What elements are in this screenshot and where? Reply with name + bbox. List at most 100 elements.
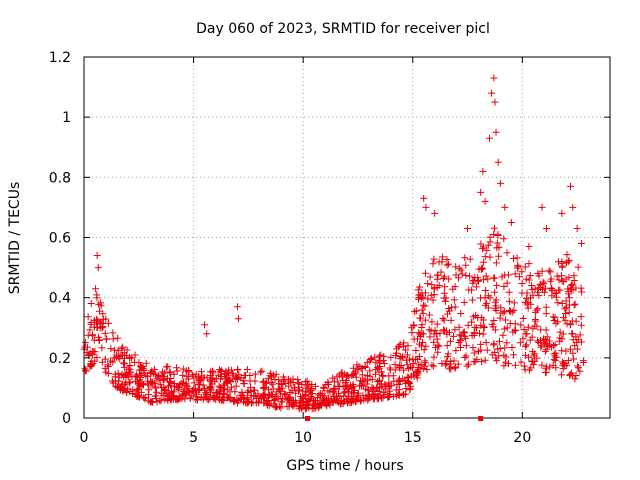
- data-point: [451, 303, 459, 311]
- data-point: [104, 361, 112, 369]
- data-point: [216, 375, 224, 383]
- data-point: [551, 352, 559, 360]
- data-point: [215, 382, 223, 390]
- data-point: [114, 369, 122, 377]
- data-point: [231, 396, 239, 404]
- data-point: [400, 366, 408, 374]
- data-point: [226, 395, 234, 403]
- data-point: [434, 348, 442, 356]
- data-point: [203, 390, 211, 398]
- data-point: [564, 285, 572, 293]
- data-point: [369, 384, 377, 392]
- data-point: [562, 259, 570, 267]
- data-point: [414, 370, 422, 378]
- data-point: [419, 293, 427, 301]
- data-point: [421, 289, 429, 297]
- data-point: [221, 380, 229, 388]
- data-point: [462, 352, 470, 360]
- data-point: [254, 390, 262, 398]
- data-point: [478, 358, 486, 366]
- data-point: [493, 244, 501, 252]
- data-point: [179, 393, 187, 401]
- data-point: [524, 323, 532, 331]
- data-point: [426, 273, 434, 281]
- data-point: [286, 377, 294, 385]
- data-point: [114, 377, 122, 385]
- data-point: [231, 375, 239, 383]
- data-point: [548, 343, 556, 351]
- data-point: [421, 316, 429, 324]
- data-point: [408, 364, 416, 372]
- data-point: [480, 324, 488, 332]
- data-point: [477, 188, 485, 196]
- data-point: [538, 361, 546, 369]
- data-point: [538, 267, 546, 275]
- data-point: [402, 380, 410, 388]
- data-point: [98, 322, 106, 330]
- data-point: [412, 346, 420, 354]
- data-point: [543, 333, 551, 341]
- data-point: [298, 380, 306, 388]
- data-point: [350, 370, 358, 378]
- data-point: [525, 353, 533, 361]
- data-point: [349, 388, 357, 396]
- baseline-marker: [478, 416, 484, 421]
- data-point: [484, 304, 492, 312]
- data-point: [554, 299, 562, 307]
- data-point: [201, 384, 209, 392]
- data-point: [246, 377, 254, 385]
- data-point: [224, 379, 232, 387]
- data-point: [83, 343, 91, 351]
- data-point: [572, 317, 580, 325]
- data-point: [384, 393, 392, 401]
- data-point: [262, 379, 270, 387]
- data-point: [462, 261, 470, 269]
- data-point: [503, 324, 511, 332]
- data-point: [567, 281, 575, 289]
- data-point: [496, 179, 504, 187]
- data-point: [576, 367, 584, 375]
- data-point: [118, 351, 126, 359]
- data-point: [229, 371, 237, 379]
- data-point: [140, 369, 148, 377]
- data-point: [218, 367, 226, 375]
- data-point: [510, 254, 518, 262]
- data-point: [433, 335, 441, 343]
- data-point: [421, 362, 429, 370]
- data-point: [277, 404, 285, 412]
- data-point: [577, 313, 585, 321]
- data-point: [173, 367, 181, 375]
- data-point: [275, 380, 283, 388]
- data-point: [379, 372, 387, 380]
- x-tick-label: 15: [404, 430, 422, 446]
- data-point: [491, 326, 499, 334]
- data-point: [92, 285, 100, 293]
- x-tick-label: 5: [189, 430, 198, 446]
- data-point: [494, 232, 502, 240]
- data-point: [530, 352, 538, 360]
- data-point: [454, 274, 462, 282]
- data-point: [234, 365, 242, 373]
- data-point: [551, 341, 559, 349]
- data-point: [483, 299, 491, 307]
- data-point: [371, 353, 379, 361]
- data-point: [240, 395, 248, 403]
- data-point: [341, 388, 349, 396]
- data-point: [403, 373, 411, 381]
- data-point: [558, 259, 566, 267]
- data-point: [538, 203, 546, 211]
- data-point: [455, 323, 463, 331]
- data-point: [497, 304, 505, 312]
- data-point: [518, 280, 526, 288]
- data-point: [358, 371, 366, 379]
- data-point: [455, 338, 463, 346]
- data-point: [160, 375, 168, 383]
- data-point: [522, 342, 530, 350]
- data-point: [303, 400, 311, 408]
- data-point: [501, 344, 509, 352]
- data-point: [505, 297, 513, 305]
- data-point: [410, 335, 418, 343]
- data-point: [484, 275, 492, 283]
- data-point: [233, 303, 241, 311]
- data-point: [400, 339, 408, 347]
